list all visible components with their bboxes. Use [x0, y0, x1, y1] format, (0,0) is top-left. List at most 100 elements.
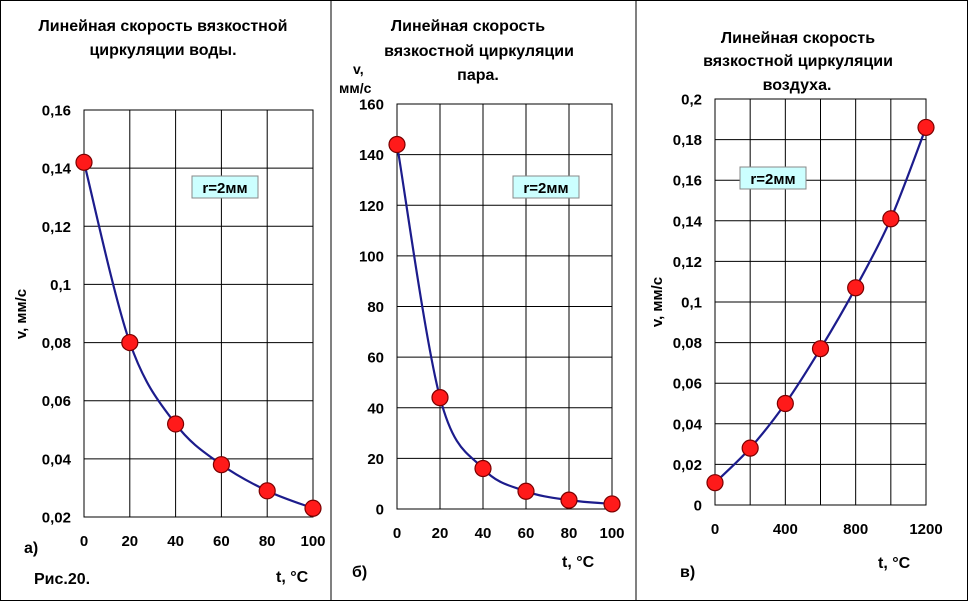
- x-tick-label: 60: [213, 533, 230, 550]
- data-point: [560, 491, 578, 509]
- x-tick-label: 20: [432, 525, 449, 542]
- y-tick-labels: 0,02 0,04 0,06 0,08 0,1 0,12 0,14 0,16: [42, 103, 72, 527]
- x-axis-label: t, °C: [562, 554, 595, 571]
- data-point: [304, 499, 322, 517]
- x-tick-label: 60: [518, 525, 535, 542]
- data-point: [811, 340, 830, 358]
- y-axis-label: v, мм/с: [649, 277, 666, 327]
- y-tick-label: 0,08: [42, 335, 71, 352]
- y-tick-label: 0,04: [673, 416, 703, 433]
- y-axis-label: v, мм/с: [13, 289, 30, 339]
- x-tick-labels: 0 20 40 60 80 100: [393, 525, 625, 542]
- badge-text: r=2мм: [202, 180, 247, 197]
- y-tick-label: 0,12: [673, 254, 702, 271]
- y-tick-label: 0,04: [42, 451, 72, 468]
- x-tick-label: 400: [773, 521, 798, 538]
- badge-box: [512, 175, 580, 199]
- y-tick-label: 0,14: [673, 213, 703, 230]
- x-tick-label: 0: [393, 525, 401, 542]
- y-tick-label: 0: [376, 502, 384, 519]
- radius-badge: r=2мм: [739, 166, 807, 190]
- data-point: [212, 456, 230, 474]
- badge-box: [191, 175, 259, 199]
- y-tick-label: 0,02: [673, 457, 702, 474]
- chart-title-line: Линейная скорость вязкостной: [39, 18, 288, 35]
- data-point: [847, 279, 865, 297]
- y-tick-label: 0,16: [673, 173, 702, 190]
- x-tick-label: 100: [300, 533, 325, 550]
- panel-water: Линейная скорость вязкостной циркуляции …: [13, 18, 326, 588]
- y-tick-label: 0,18: [673, 132, 702, 149]
- badge-box: [739, 166, 807, 190]
- data-point: [776, 394, 794, 413]
- x-tick-label: 1200: [909, 521, 942, 538]
- radius-badge: r=2мм: [191, 175, 259, 199]
- data-point: [474, 459, 492, 478]
- data-point: [603, 495, 621, 513]
- y-tick-label: 40: [367, 400, 384, 417]
- grid-lines: [83, 109, 314, 518]
- y-axis-label-line: мм/с: [339, 80, 372, 96]
- y-tick-label: 0: [694, 498, 702, 515]
- chart-title-line: воздуха.: [763, 77, 832, 94]
- data-point: [431, 389, 449, 407]
- panel-steam: Линейная скорость вязкостной циркуляции …: [339, 18, 625, 581]
- y-axis-label-line: v,: [353, 61, 364, 77]
- data-series: [388, 135, 621, 513]
- x-tick-label: 20: [121, 533, 138, 550]
- x-tick-label: 80: [561, 525, 578, 542]
- y-tick-label: 0,06: [673, 376, 702, 393]
- data-series: [75, 153, 322, 517]
- chart-title-line: циркуляции воды.: [89, 42, 236, 59]
- y-tick-label: 100: [359, 248, 384, 265]
- y-tick-label: 20: [367, 451, 384, 468]
- y-tick-label: 60: [367, 350, 384, 367]
- x-axis-label: t, °C: [878, 555, 911, 572]
- x-tick-label: 0: [711, 521, 719, 538]
- chart-title-line: вязкостной циркуляции: [384, 43, 574, 60]
- badge-text: r=2мм: [523, 180, 568, 197]
- y-tick-labels: 0 20 40 60 80 100 120 140 160: [359, 97, 384, 519]
- y-tick-label: 0,1: [50, 277, 71, 294]
- panel-air: Линейная скорость вязкостной циркуляции …: [649, 30, 943, 581]
- x-tick-labels: 0 20 40 60 80 100: [80, 533, 326, 550]
- x-tick-label: 80: [259, 533, 276, 550]
- y-tick-label: 140: [359, 147, 384, 164]
- grid-lines: [396, 103, 613, 510]
- chart-title: Линейная скорость вязкостной циркуляции …: [39, 18, 288, 59]
- badge-text: r=2мм: [750, 171, 795, 188]
- y-tick-label: 0,12: [42, 219, 71, 236]
- data-point: [167, 415, 185, 433]
- panel-letter: б): [352, 564, 367, 581]
- data-point: [917, 118, 935, 137]
- y-tick-label: 0,2: [681, 92, 702, 109]
- y-tick-label: 120: [359, 198, 384, 215]
- chart-title-line: пара.: [457, 67, 499, 84]
- y-tick-label: 0,02: [42, 510, 71, 527]
- x-tick-label: 0: [80, 533, 88, 550]
- x-axis-label: t, °C: [276, 569, 309, 586]
- chart-title-line: вязкостной циркуляции: [703, 53, 893, 70]
- x-tick-label: 100: [599, 525, 624, 542]
- y-tick-label: 80: [367, 299, 384, 316]
- data-point: [706, 474, 724, 492]
- y-tick-label: 0,14: [42, 161, 72, 178]
- data-point: [388, 135, 406, 154]
- chart-title-line: Линейная скорость: [391, 18, 545, 35]
- data-point: [121, 333, 139, 352]
- chart-title: Линейная скорость вязкостной циркуляции …: [384, 18, 574, 84]
- x-tick-label: 800: [843, 521, 868, 538]
- data-point: [258, 482, 276, 500]
- x-tick-label: 40: [475, 525, 492, 542]
- y-tick-label: 0,08: [673, 335, 702, 352]
- chart-title-line: Линейная скорость: [721, 30, 875, 47]
- x-tick-label: 40: [167, 533, 184, 550]
- y-tick-labels: 0 0,02 0,04 0,06 0,08 0,1 0,12 0,14 0,16 0,18 0,2: [673, 92, 703, 515]
- panel-letter: в): [680, 564, 695, 581]
- radius-badge: r=2мм: [512, 175, 580, 199]
- data-point: [75, 153, 93, 171]
- y-tick-label: 0,1: [681, 295, 702, 312]
- chart-title: Линейная скорость вязкостной циркуляции …: [703, 30, 893, 94]
- data-point: [882, 210, 900, 228]
